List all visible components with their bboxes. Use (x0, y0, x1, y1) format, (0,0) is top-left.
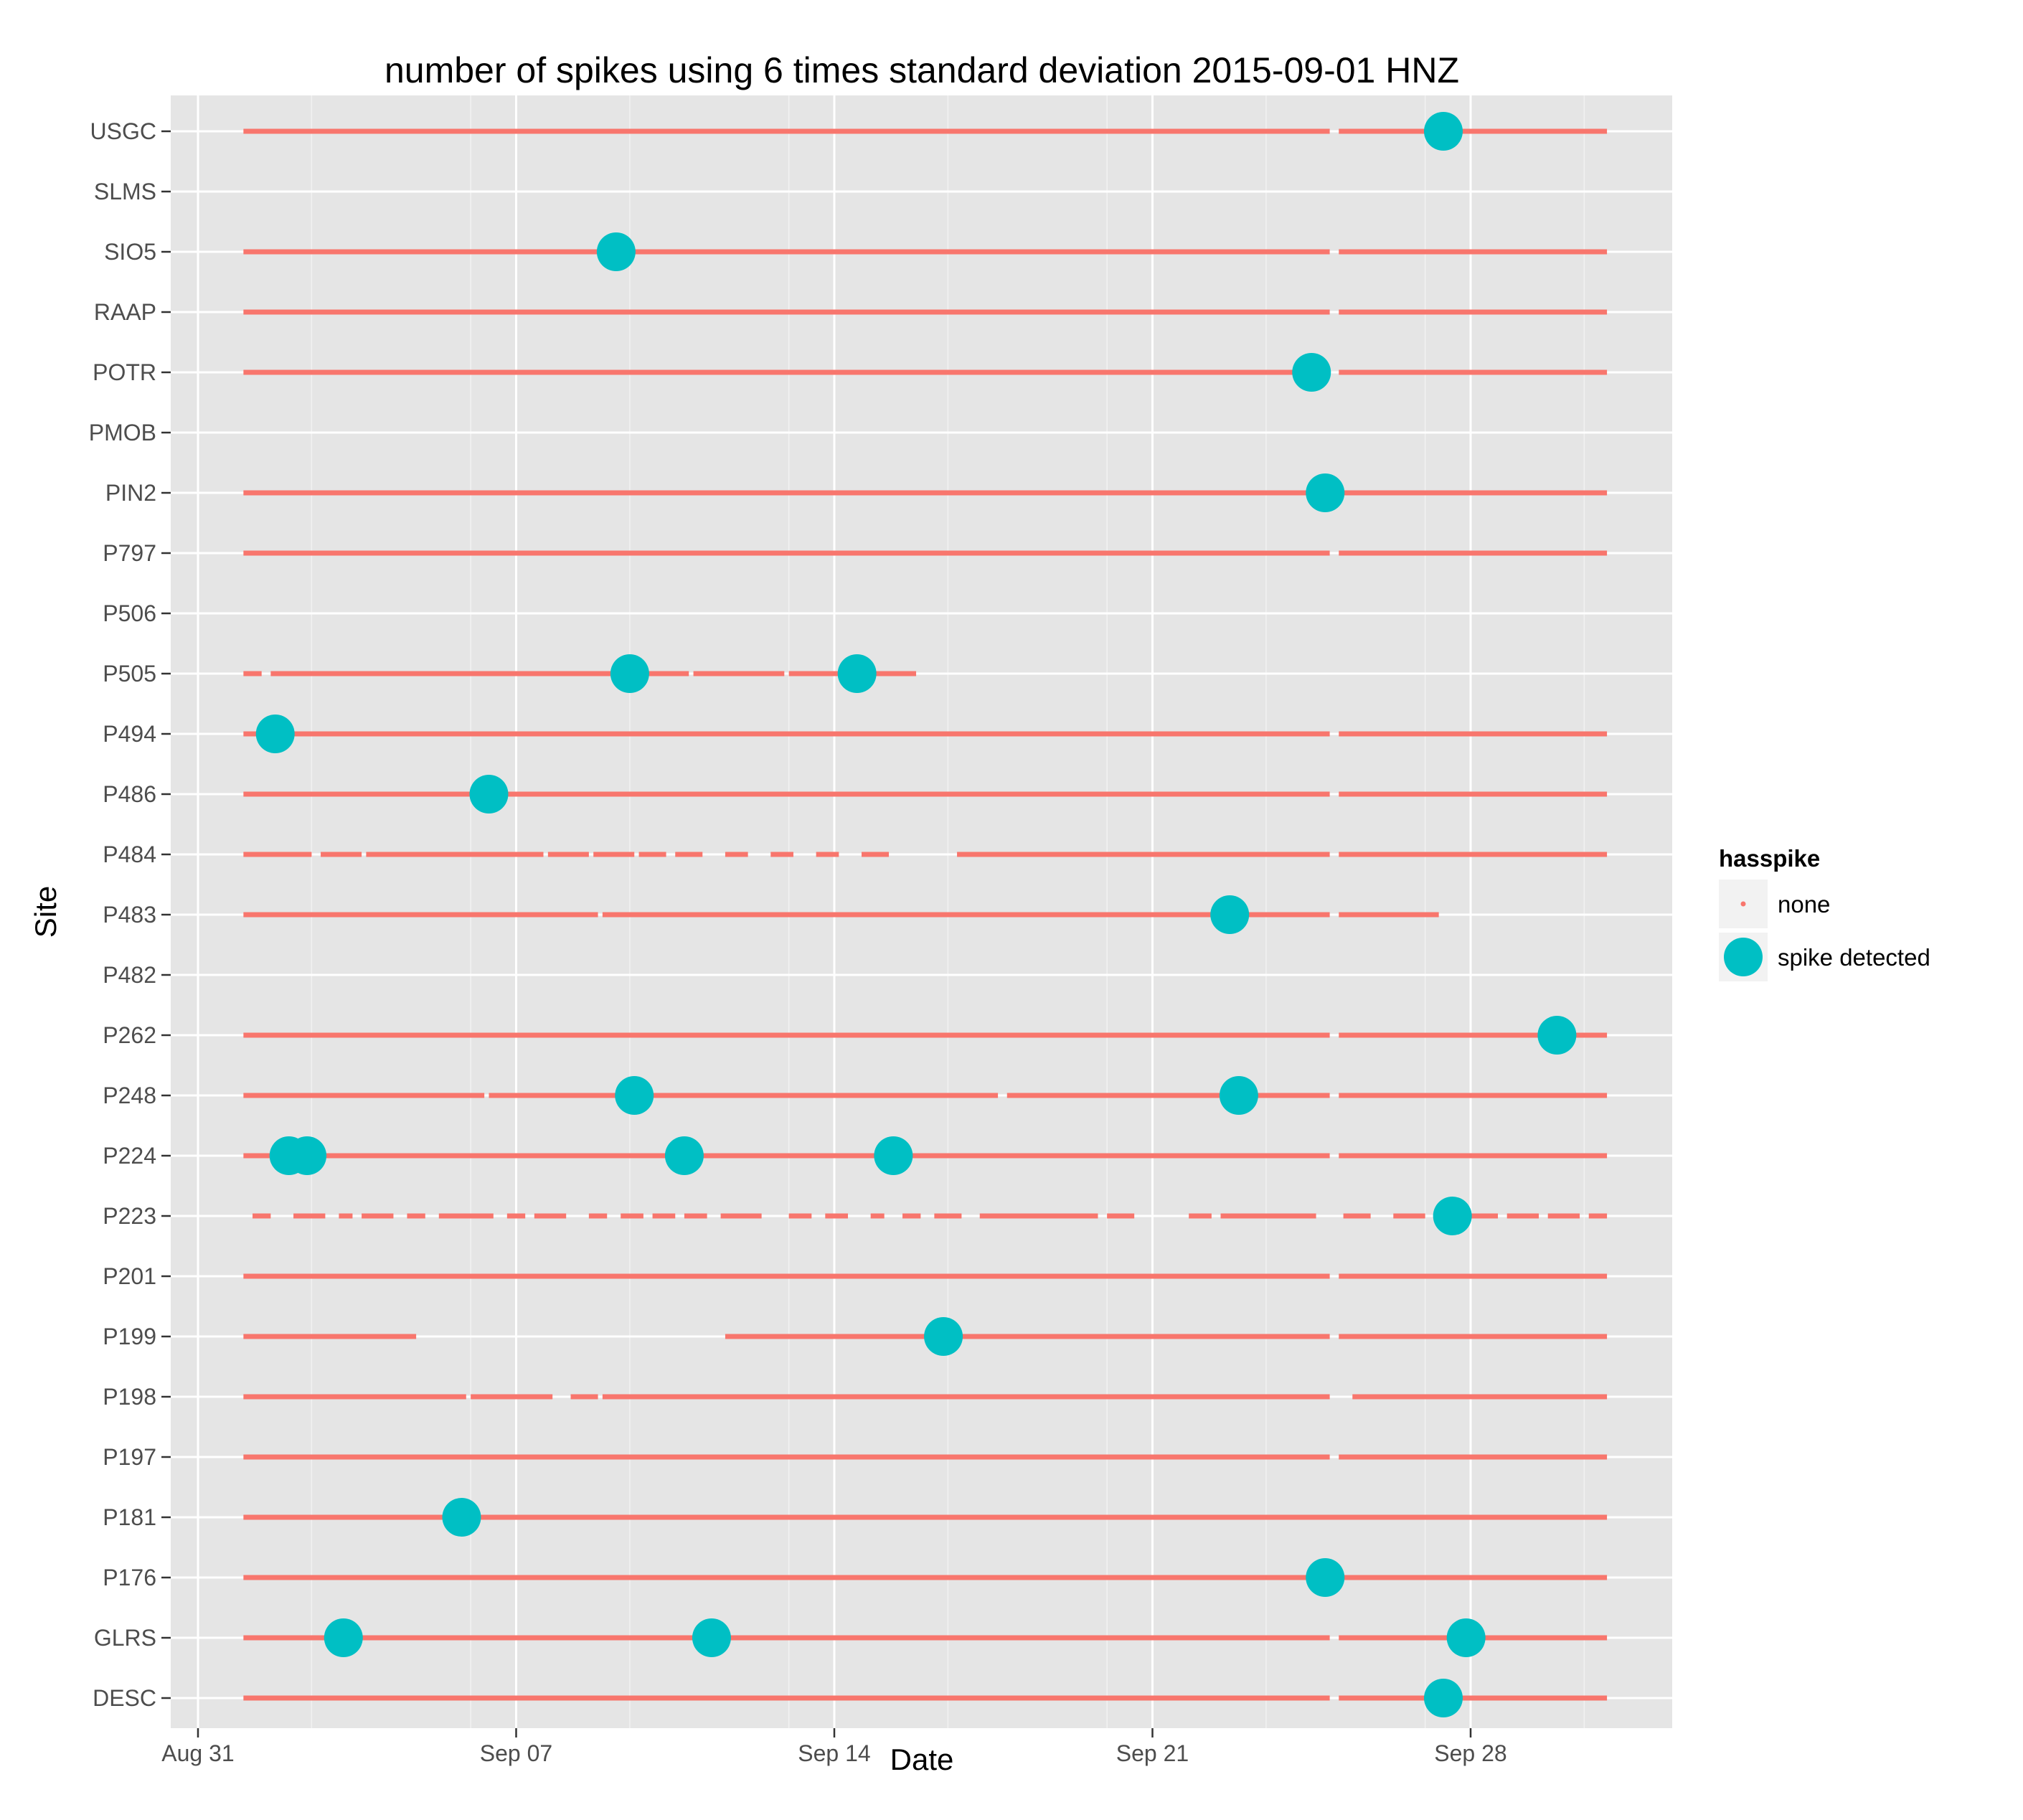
y-tick-label: P506 (103, 600, 156, 626)
spike-point-p181 (442, 1498, 481, 1537)
spike-point-p199 (924, 1317, 963, 1356)
y-tick-label: P482 (103, 962, 156, 988)
spike-point-glrs (324, 1618, 363, 1657)
y-tick-label: P248 (103, 1083, 156, 1108)
y-tick-label: P201 (103, 1263, 156, 1289)
chart-title: number of spikes using 6 times standard … (385, 50, 1459, 90)
spike-point-p176 (1306, 1558, 1345, 1597)
y-tick-label: P176 (103, 1565, 156, 1590)
x-axis-title: Date (890, 1743, 954, 1776)
spike-point-p224 (874, 1136, 913, 1175)
y-tick-label: USGC (90, 118, 156, 144)
x-tick-label: Sep 07 (480, 1740, 552, 1766)
spike-point-p224 (664, 1136, 704, 1175)
legend-label-none: none (1778, 891, 1830, 918)
spike-point-p248 (1219, 1076, 1258, 1115)
spike-point-p494 (255, 715, 295, 753)
coverage-series (243, 128, 1608, 1701)
spike-point-p248 (615, 1076, 654, 1115)
y-tick-label: P484 (103, 841, 156, 867)
y-tick-label: P197 (103, 1444, 156, 1470)
y-tick-label: P262 (103, 1022, 156, 1048)
x-tick-label: Sep 21 (1116, 1740, 1189, 1766)
spike-point-glrs (692, 1618, 731, 1657)
spike-point-pin2 (1306, 473, 1345, 512)
y-tick-label: POTR (93, 359, 156, 385)
legend-title: hasspike (1719, 845, 1820, 872)
y-tick-label: GLRS (94, 1625, 156, 1651)
y-tick-label: P486 (103, 781, 156, 807)
spike-point-potr (1292, 353, 1331, 392)
legend-key-none (1740, 901, 1746, 907)
spike-point-p262 (1537, 1016, 1577, 1055)
legend: hasspike none spike detected (1719, 845, 1930, 981)
y-tick-label: SIO5 (104, 239, 156, 265)
spike-point-p483 (1210, 895, 1250, 934)
x-axis: Aug 31 Sep 07 Sep 14 Sep 21 Sep 28 (161, 1728, 1507, 1766)
spike-point-sio5 (596, 232, 636, 271)
legend-label-spike: spike detected (1778, 944, 1930, 971)
spike-point-p505 (610, 654, 649, 693)
y-axis-title: Site (29, 886, 62, 938)
y-tick-label: PMOB (89, 420, 156, 445)
y-tick-label: P223 (103, 1203, 156, 1229)
x-tick-label: Aug 31 (161, 1740, 234, 1766)
spike-point-desc (1423, 1679, 1463, 1717)
x-tick-label: Sep 28 (1434, 1740, 1506, 1766)
y-tick-label: RAAP (94, 299, 156, 325)
y-tick-label: P224 (103, 1143, 156, 1169)
spike-point-p223 (1433, 1197, 1472, 1235)
y-tick-label: P199 (103, 1324, 156, 1349)
x-tick-label: Sep 14 (798, 1740, 870, 1766)
y-tick-label: SLMS (94, 179, 156, 204)
spike-point-glrs (1446, 1618, 1486, 1657)
y-tick-label: P181 (103, 1504, 156, 1530)
spike-point-p224 (288, 1136, 327, 1175)
spike-point-p486 (469, 775, 509, 814)
y-tick-label: P797 (103, 540, 156, 566)
y-tick-label: P505 (103, 661, 156, 687)
y-axis: USGC SLMS SIO5 RAAP POTR PMOB PIN2 P797 P506 P505… (89, 118, 171, 1711)
legend-key-spike (1724, 938, 1763, 976)
spike-point-usgc (1423, 112, 1463, 151)
y-tick-label: P483 (103, 902, 156, 928)
y-tick-label: PIN2 (105, 480, 156, 506)
y-tick-label: DESC (93, 1685, 156, 1711)
spike-point-p505 (837, 654, 877, 693)
plot-panel (171, 95, 1672, 1728)
y-tick-label: P198 (103, 1384, 156, 1410)
spike-series (255, 112, 1577, 1717)
y-tick-label: P494 (103, 721, 156, 747)
minor-gridlines (311, 95, 1585, 1728)
